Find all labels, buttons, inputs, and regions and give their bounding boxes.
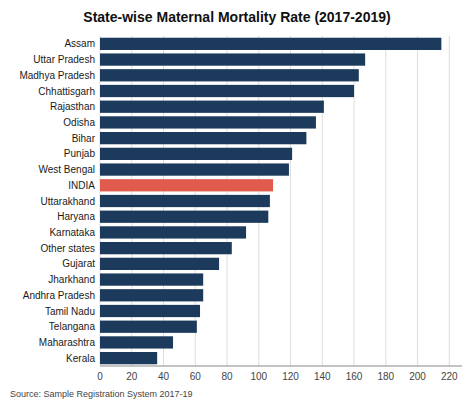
category-label: Assam	[64, 38, 95, 49]
bar	[100, 352, 157, 364]
bar	[100, 321, 197, 333]
bar	[100, 242, 232, 254]
annotation: Source: Sample Registration System 2017-…	[10, 389, 193, 399]
category-label: West Bengal	[38, 164, 95, 175]
chart-container: 0 20 40 60 80 100 120 140 160 180 200 220 Assam Uttar…	[0, 0, 474, 405]
bar	[100, 336, 173, 348]
bar	[100, 116, 316, 128]
tick-label: 200	[409, 371, 426, 382]
tick-label: 120	[282, 371, 299, 382]
chart: 0 20 40 60 80 100 120 140 160 180 200 220 Assam Uttar…	[0, 0, 474, 405]
bar	[100, 132, 306, 144]
axis-line	[100, 366, 462, 367]
category-label: Chhattisgarh	[38, 86, 95, 97]
bar	[100, 289, 203, 301]
category-label: Odisha	[63, 117, 95, 128]
tick-label: 160	[346, 371, 363, 382]
tick-label: 60	[190, 371, 202, 382]
category-label: Uttar Pradesh	[33, 54, 95, 65]
bar	[100, 258, 219, 270]
tick-label: 100	[250, 371, 267, 382]
bars	[100, 38, 441, 365]
bar	[100, 163, 289, 175]
tick-label: 20	[126, 371, 138, 382]
bar	[100, 148, 292, 160]
category-label: Jharkhand	[48, 274, 95, 285]
x-axis: 0 20 40 60 80 100 120 140 160 180 200 220	[97, 366, 462, 382]
category-label: Other states	[41, 243, 95, 254]
bar	[100, 195, 270, 207]
category-label: Maharashtra	[39, 337, 96, 348]
category-label: Haryana	[57, 211, 95, 222]
bar	[100, 211, 268, 223]
tick-label: 180	[377, 371, 394, 382]
category-label: Rajasthan	[50, 101, 95, 112]
category-label: INDIA	[68, 180, 95, 191]
category-label: Tamil Nadu	[45, 306, 95, 317]
category-label: Punjab	[64, 148, 96, 159]
tick-label: 220	[441, 371, 458, 382]
bar	[100, 305, 200, 317]
bar	[100, 101, 324, 113]
grid-line	[417, 36, 418, 366]
category-label: Telangana	[49, 321, 96, 332]
y-axis: Assam Uttar Pradesh Madhya Pradesh Chhattis…	[19, 38, 95, 363]
tick-label: 140	[314, 371, 331, 382]
category-label: Kerala	[66, 353, 95, 364]
tick-label: 40	[158, 371, 170, 382]
bar	[100, 69, 359, 81]
grid-line	[385, 36, 386, 366]
category-label: Uttarakhand	[41, 196, 95, 207]
bar	[100, 226, 246, 238]
bar	[100, 85, 354, 97]
grid	[100, 36, 449, 366]
title: State-wise Maternal Mortality Rate (2017…	[83, 9, 390, 25]
bar	[100, 38, 441, 50]
bar	[100, 273, 203, 285]
category-label: Madhya Pradesh	[19, 70, 95, 81]
bar	[100, 179, 273, 191]
grid-line	[449, 36, 450, 366]
category-label: Andhra Pradesh	[23, 290, 95, 301]
tick-label: 0	[97, 371, 103, 382]
category-label: Bihar	[72, 133, 96, 144]
tick-label: 80	[221, 371, 233, 382]
category-label: Karnataka	[49, 227, 95, 238]
category-label: Gujarat	[62, 258, 95, 269]
bar	[100, 53, 365, 65]
